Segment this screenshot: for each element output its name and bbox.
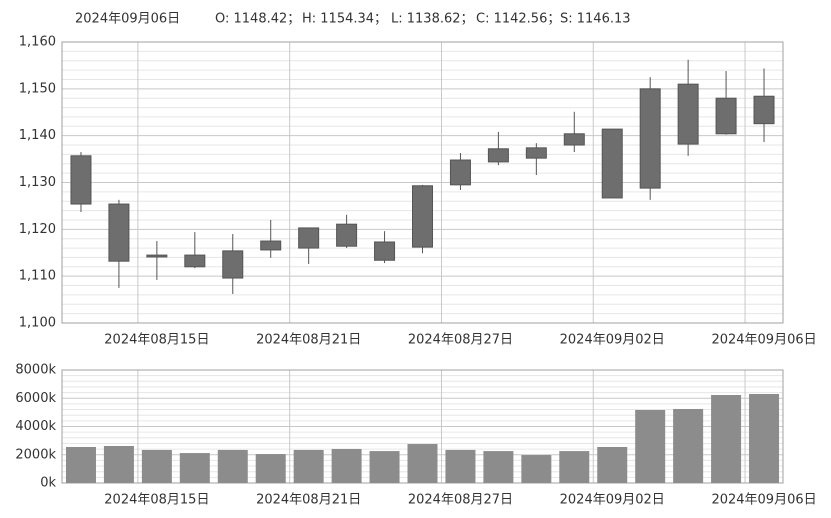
volume-bar <box>141 449 172 483</box>
candle-body <box>753 95 775 125</box>
candle-body <box>298 227 320 249</box>
volume-bar <box>483 451 514 483</box>
candle-body <box>563 133 585 146</box>
x-tick-label: 2024年09月02日 <box>560 493 665 508</box>
volume-bar <box>331 448 362 483</box>
candle-body <box>449 159 471 186</box>
volume-bar <box>597 446 628 483</box>
y-tick-label: 8000k <box>15 363 56 378</box>
y-tick-label: 1,110 <box>19 269 56 284</box>
y-tick-label: 1,150 <box>19 81 56 96</box>
volume-bar <box>559 451 590 483</box>
x-tick-label: 2024年08月21日 <box>256 493 361 508</box>
x-tick-label: 2024年08月21日 <box>256 333 361 348</box>
volume-bar <box>711 395 742 483</box>
volume-bar <box>179 453 210 483</box>
candle-body <box>108 203 130 262</box>
candle-body <box>677 83 699 145</box>
y-tick-label: 1,140 <box>19 128 56 143</box>
candle-body <box>184 254 206 268</box>
y-tick-label: 1,120 <box>19 222 56 237</box>
y-tick-label: 0k <box>40 476 56 491</box>
y-tick-label: 1,160 <box>19 35 56 50</box>
x-tick-label: 2024年09月06日 <box>711 493 816 508</box>
y-tick-label: 1,100 <box>19 316 56 331</box>
volume-bar <box>673 408 704 483</box>
x-tick-label: 2024年09月02日 <box>560 333 665 348</box>
candle-body <box>222 250 244 279</box>
candle-body <box>601 128 623 199</box>
y-tick-label: 4000k <box>15 419 56 434</box>
y-tick-label: 1,130 <box>19 175 56 190</box>
header-item: H: 1154.34； <box>302 12 387 27</box>
header-item: O: 1148.42； <box>215 12 300 27</box>
candle-body <box>639 88 661 189</box>
header-item: C: 1142.56； <box>476 12 560 27</box>
volume-bar <box>407 444 438 483</box>
candle-body <box>70 155 92 205</box>
x-tick-label: 2024年09月06日 <box>711 333 816 348</box>
volume-bar <box>65 446 96 483</box>
x-tick-label: 2024年08月27日 <box>408 333 513 348</box>
candle-body <box>487 148 509 163</box>
header-date: 2024年09月06日 <box>75 12 180 27</box>
x-tick-label: 2024年08月15日 <box>104 333 209 348</box>
candle-body <box>715 97 737 135</box>
header-item: S: 1146.13 <box>560 12 631 27</box>
volume-bar <box>635 409 666 483</box>
volume-bar <box>521 455 552 483</box>
x-tick-label: 2024年08月15日 <box>104 493 209 508</box>
volume-bar <box>103 445 134 483</box>
volume-bar <box>293 449 324 483</box>
candle-body <box>374 241 396 261</box>
volume-bar <box>369 451 400 483</box>
candle-body <box>260 240 282 251</box>
x-tick-label: 2024年08月27日 <box>408 493 513 508</box>
candle-body <box>336 223 358 247</box>
candle-body <box>525 147 547 159</box>
y-tick-label: 6000k <box>15 391 56 406</box>
y-tick-label: 2000k <box>15 447 56 462</box>
volume-bar <box>217 449 248 483</box>
candle-body <box>412 185 433 248</box>
header-item: L: 1138.62； <box>391 12 474 27</box>
volume-bar <box>749 394 780 483</box>
plot-frame <box>61 41 784 324</box>
volume-bar <box>445 449 476 483</box>
candle-body <box>146 254 168 258</box>
volume-bar <box>255 454 286 483</box>
